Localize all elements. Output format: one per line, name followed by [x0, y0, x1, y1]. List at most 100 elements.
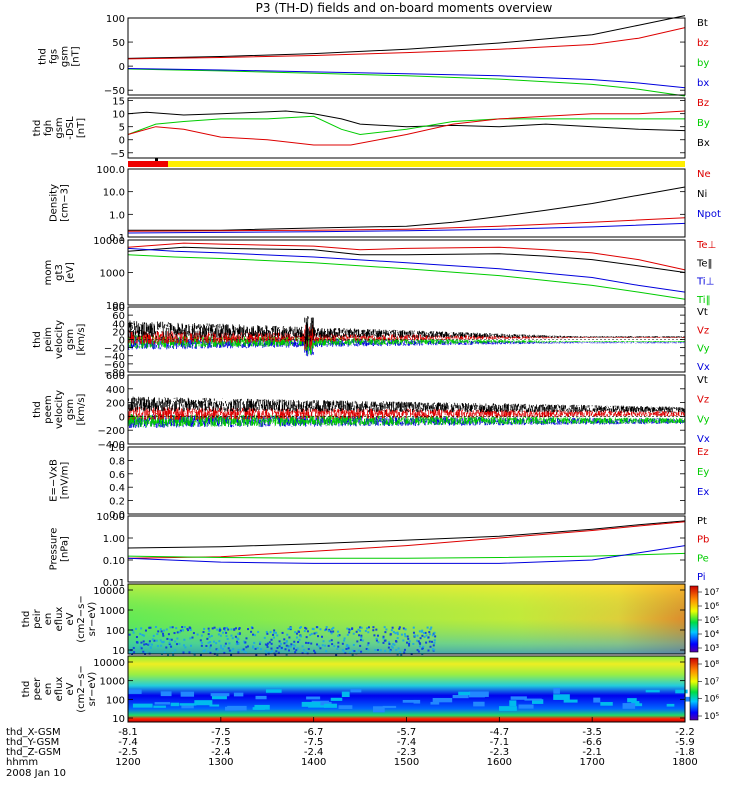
series-Pt-line	[127, 520, 686, 549]
spectrogram-pixel	[313, 632, 316, 635]
spectrogram-pixel	[321, 644, 324, 647]
y-tick-label: 10000	[93, 236, 125, 247]
spectrogram-pixel	[147, 643, 150, 646]
spectrogram-pixel	[170, 645, 173, 648]
y-axis-label: eflux	[54, 677, 65, 702]
orbit-row-value: -4.7	[490, 727, 510, 738]
legend-entry: Vz	[697, 325, 709, 336]
y-tick-label: −400	[98, 440, 125, 451]
spectrogram-pixel	[273, 636, 276, 639]
spectrogram-pixel	[173, 632, 176, 635]
spectrogram-pixel	[140, 627, 143, 630]
spectrogram-pixel	[327, 630, 330, 633]
spectrogram-pixel	[237, 651, 240, 654]
spectrogram-pixel	[157, 630, 160, 633]
spectrogram-pixel	[266, 643, 269, 646]
spectrogram-pixel	[236, 640, 239, 643]
spectrogram-pixel	[433, 641, 436, 644]
spectrogram-pixel	[181, 705, 194, 709]
spectrogram-pixel	[338, 634, 341, 637]
spectrogram-pixel	[408, 644, 411, 647]
series-bz-line	[127, 27, 686, 60]
spectrogram-pixel	[315, 626, 318, 629]
spectrogram-pixel	[367, 648, 370, 651]
spectrogram-pixel	[375, 639, 378, 642]
orbit-row-value: -3.5	[582, 727, 602, 738]
spectrogram-pixel	[199, 653, 202, 656]
colorbar-label: 10⁴	[704, 630, 719, 640]
spectrogram-pixel	[429, 628, 432, 631]
spectrogram-pixel	[170, 638, 173, 641]
y-axis-label: [nT]	[76, 118, 87, 138]
spectrogram-pixel	[330, 697, 343, 701]
spectrogram-pixel	[207, 641, 210, 644]
spectrogram-pixel	[394, 632, 397, 635]
spectrogram-pixel	[345, 645, 348, 648]
spectrogram-pixel	[140, 647, 143, 650]
panel-8: 10.00 1.00 0.10 0.01 Pressure [nPa] Pt Pb Pe Pi	[49, 512, 710, 589]
colorbar-label: 10⁶	[704, 602, 719, 612]
spectrogram-pixel	[510, 696, 527, 700]
spectrogram-pixel	[309, 633, 312, 636]
y-axis-label: gsm	[65, 329, 76, 350]
spectrogram-pixel	[167, 633, 170, 636]
series-By-line	[127, 115, 685, 136]
spectrogram-pixel	[272, 633, 275, 636]
series-Npot-line	[127, 222, 686, 234]
legend-entry: Ex	[697, 487, 709, 498]
spectrogram-pixel	[252, 633, 255, 636]
y-tick-label: 100	[106, 14, 125, 25]
spectrogram-pixel	[416, 648, 419, 651]
spectrogram-pixel	[289, 628, 292, 631]
y-axis-label: [nPa]	[60, 536, 71, 562]
spectrogram-pixel	[432, 644, 435, 647]
spectrogram-pixel	[230, 634, 233, 637]
spectrogram-pixel	[168, 643, 171, 646]
y-tick-label: 1.0	[109, 443, 125, 454]
spectrogram-pixel	[269, 651, 272, 654]
spectrogram-pixel	[361, 639, 364, 642]
orbit-row-value: 1700	[579, 757, 604, 768]
spectrogram-pixel	[149, 626, 152, 629]
spectrogram-pixel	[216, 649, 219, 652]
y-tick-label: 1000	[100, 269, 125, 280]
spectrogram-pixel	[359, 629, 362, 632]
panel-frame	[127, 374, 686, 445]
spectrogram-pixel	[207, 633, 210, 636]
spectrogram-pixel	[189, 628, 192, 631]
spectrogram-pixel	[324, 703, 337, 708]
spectrogram-pixel	[396, 631, 399, 634]
electron-spectrogram	[128, 656, 685, 722]
spectrogram-pixel	[384, 639, 387, 642]
spectrogram-pixel	[332, 626, 335, 629]
y-tick-label: 0.4	[109, 483, 125, 494]
orbit-row-value: -2.1	[582, 747, 602, 758]
spectrogram-pixel	[268, 641, 271, 644]
spectrogram-pixel	[328, 640, 331, 643]
spectrogram-pixel	[518, 704, 534, 709]
spectrogram-pixel	[183, 638, 186, 641]
spectrogram-pixel	[343, 639, 346, 642]
legend-entry: Bz	[697, 98, 709, 109]
y-tick-label: −40	[104, 352, 125, 363]
spectrogram-pixel	[232, 648, 235, 651]
spectrogram-pixel	[345, 647, 348, 650]
spectrogram-pixel	[163, 651, 166, 654]
orbit-row-value: -2.3	[397, 747, 417, 758]
series-Bx-line	[127, 110, 686, 132]
spectrogram-pixel	[413, 634, 416, 637]
spectrogram-pixel	[276, 646, 279, 649]
spectrogram-pixel	[208, 629, 211, 632]
panel-frame	[127, 515, 686, 583]
orbit-row-value: 1300	[208, 757, 233, 768]
spectrogram-pixel	[266, 632, 269, 635]
y-tick-label: 0.6	[109, 470, 125, 481]
spectrogram-pixel	[230, 653, 233, 656]
spectrogram-pixel	[283, 638, 286, 641]
spectrogram-pixel	[160, 644, 163, 647]
legend-entry: Ni	[697, 189, 707, 200]
orbit-row-value: 1500	[394, 757, 419, 768]
spectrogram-pixel	[426, 626, 429, 629]
mode-bar	[128, 158, 685, 167]
spectrogram-pixel	[217, 633, 220, 636]
